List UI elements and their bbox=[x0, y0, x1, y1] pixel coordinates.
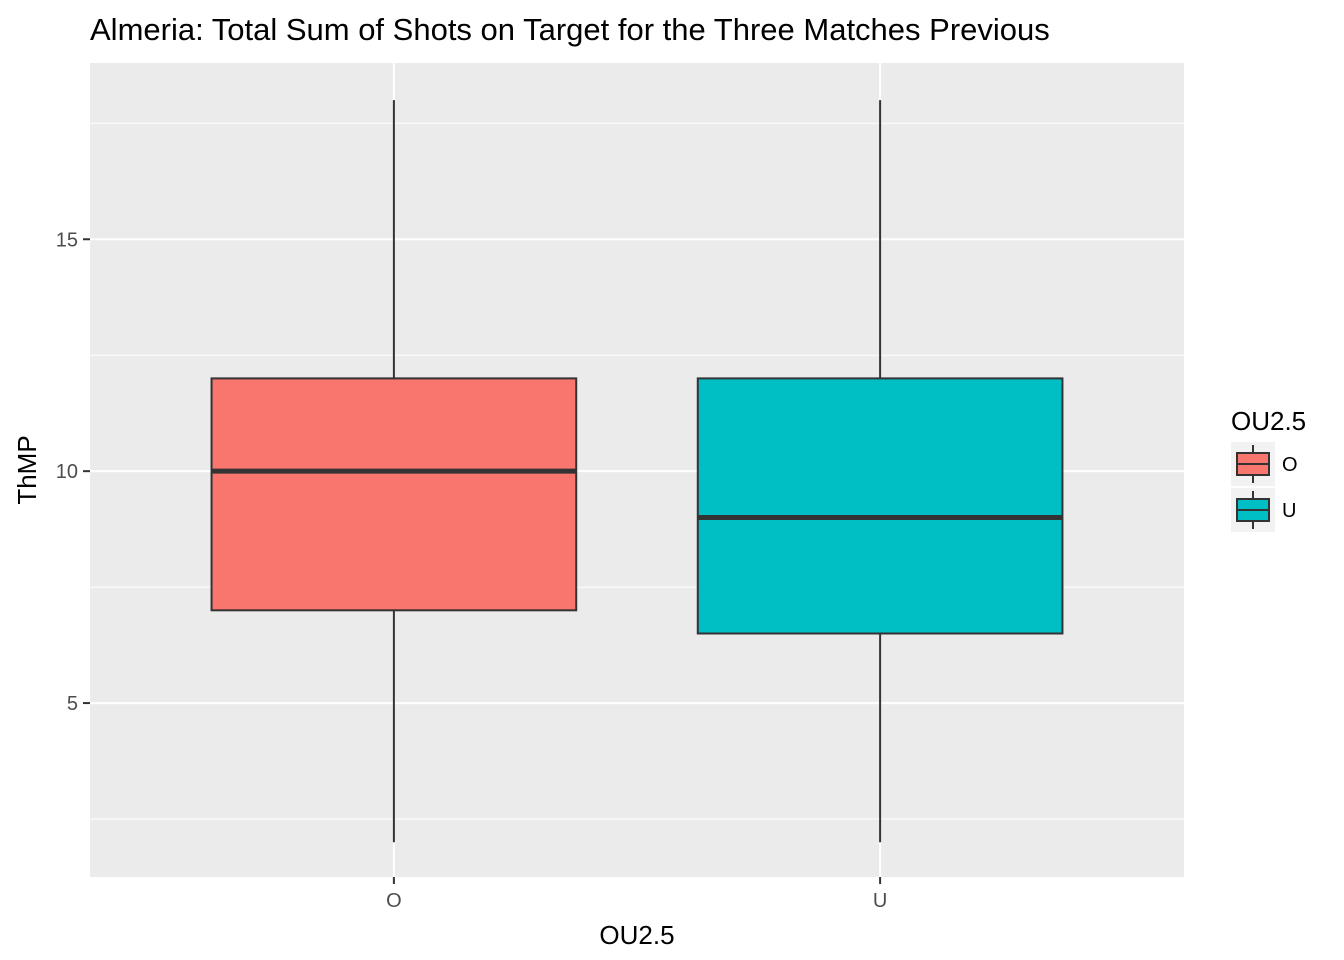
y-axis-ticks: 5 10 15 bbox=[56, 229, 90, 715]
y-axis-title: ThMP bbox=[12, 435, 42, 504]
legend-entry-u: U bbox=[1231, 488, 1296, 532]
y-tick-label: 5 bbox=[67, 693, 78, 715]
box-o bbox=[210, 100, 578, 843]
legend-entry-o: O bbox=[1231, 442, 1298, 486]
legend: OU2.5 OU bbox=[1231, 406, 1306, 532]
box-u bbox=[696, 100, 1064, 843]
y-tick-label: 10 bbox=[56, 461, 78, 483]
x-tick-label: O bbox=[386, 890, 402, 912]
box-iqr bbox=[210, 377, 578, 612]
chart-title: Almeria: Total Sum of Shots on Target fo… bbox=[90, 12, 1050, 47]
x-tick-label: U bbox=[873, 890, 887, 912]
y-tick-label: 15 bbox=[56, 229, 78, 251]
x-axis-title: OU2.5 bbox=[599, 920, 674, 950]
box-iqr bbox=[696, 377, 1064, 635]
legend-title: OU2.5 bbox=[1231, 406, 1306, 436]
legend-label: U bbox=[1282, 500, 1296, 522]
box-series bbox=[210, 100, 1064, 843]
legend-entries: OU bbox=[1231, 442, 1298, 532]
legend-label: O bbox=[1282, 454, 1298, 476]
